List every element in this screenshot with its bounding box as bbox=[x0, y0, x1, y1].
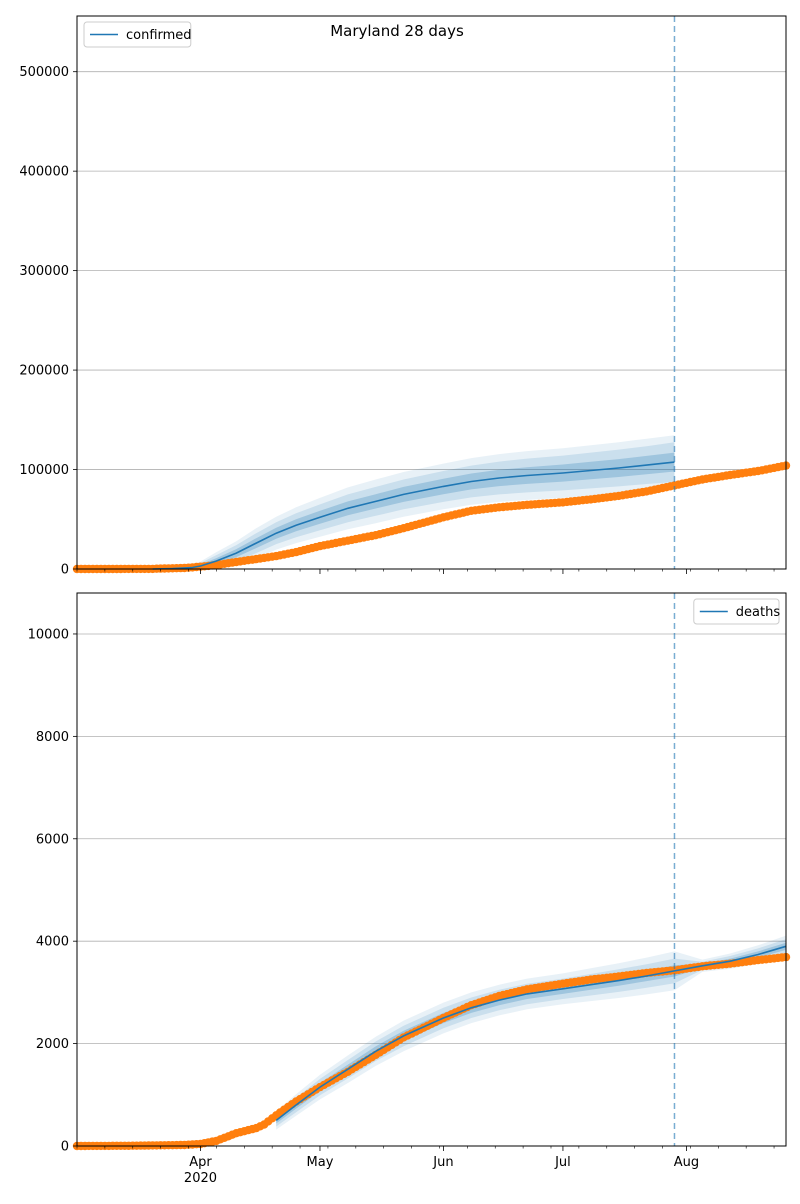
x-tick-label: Jul bbox=[554, 1155, 571, 1170]
legend: deaths bbox=[694, 599, 781, 624]
y-tick-label: 100000 bbox=[19, 463, 69, 478]
y-tick-label: 400000 bbox=[19, 165, 69, 180]
figure-title: Maryland 28 days bbox=[330, 22, 464, 40]
model-line-deaths bbox=[276, 946, 786, 1120]
y-tick-label: 10000 bbox=[28, 627, 69, 642]
y-tick-label: 6000 bbox=[36, 832, 69, 847]
x-tick-label: Aug bbox=[674, 1155, 699, 1170]
legend-label: deaths bbox=[736, 605, 781, 620]
y-tick-label: 0 bbox=[61, 1140, 69, 1155]
y-tick-label: 200000 bbox=[19, 364, 69, 379]
x-tick-label: Jun bbox=[432, 1155, 453, 1170]
y-tick-label: 300000 bbox=[19, 264, 69, 279]
legend-label: confirmed bbox=[126, 28, 192, 43]
legend: confirmed bbox=[84, 22, 192, 47]
y-tick-label: 0 bbox=[61, 563, 69, 578]
x-tick-label: May bbox=[307, 1155, 334, 1170]
x-tick-label: 2020 bbox=[184, 1171, 217, 1186]
x-tick-label: Apr bbox=[189, 1155, 212, 1170]
y-tick-label: 4000 bbox=[36, 935, 69, 950]
plot-frame bbox=[77, 593, 786, 1146]
panel-bottom: 0 2000 4000 6000 8000 10000 Apr2020 May Jun Jul Au… bbox=[28, 593, 791, 1186]
y-tick-label: 2000 bbox=[36, 1037, 69, 1052]
y-tick-label: 8000 bbox=[36, 730, 69, 745]
panel-top: 0 100000 200000 300000 400000 500000 confirmed bbox=[19, 16, 790, 578]
y-tick-label: 500000 bbox=[19, 65, 69, 80]
model-uncertainty-band bbox=[153, 442, 675, 569]
